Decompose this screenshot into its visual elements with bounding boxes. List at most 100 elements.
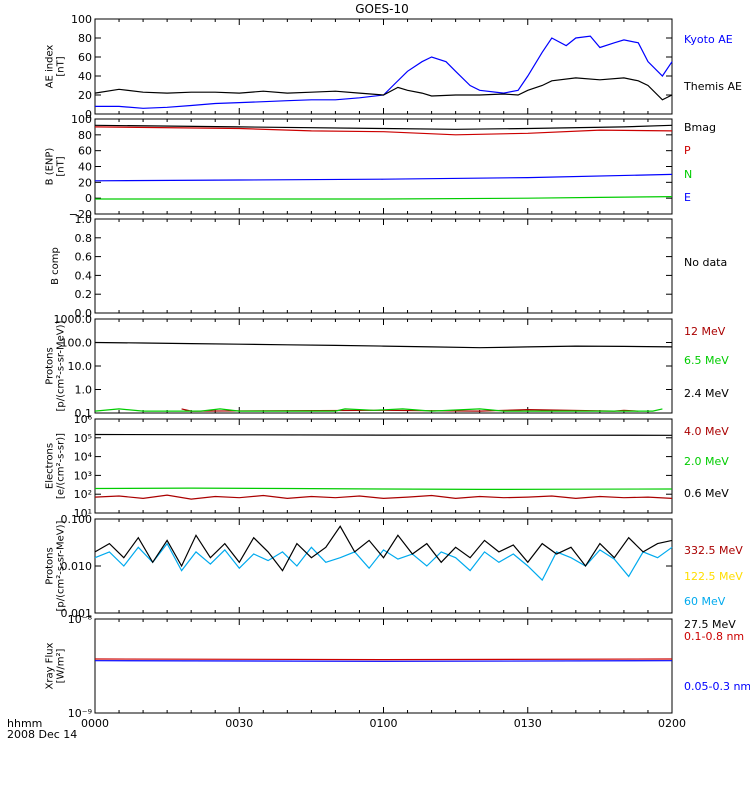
y-axis-label: [p/(cm²-s-sr-MeV)] [56,320,67,411]
panel-frame [94,118,673,215]
y-tick-label: 10⁴ [74,451,93,464]
y-tick-label: 0.100 [61,513,93,526]
y-axis-label: Electrons [45,443,56,489]
legend-entry: 0.1-0.8 nm [684,630,744,643]
y-tick-label: 0.0 [75,307,93,320]
y-axis-label: [e/(cm²-s-sr)] [56,433,67,499]
legend-entry: P [684,144,691,157]
legend-entry: Themis AE [683,80,742,93]
legend-entry: N [684,168,692,181]
x-tick-label: 0030 [225,717,253,730]
y-tick-label: 20 [78,89,92,102]
y-tick-label: 10² [74,488,92,501]
series-line-themis-ae [94,77,673,101]
y-axis-label: [nT] [56,56,67,76]
y-tick-label: 10.0 [68,360,93,373]
y-tick-label: 80 [78,32,92,45]
legend-entry: 2.0 MeV [684,455,729,468]
y-axis-label: [W/m²] [56,648,67,683]
series-line-p [94,126,673,136]
legend-entry: 6.5 MeV [684,354,729,367]
series-line-6-5-mev [94,408,663,412]
y-tick-label: 60 [78,51,92,64]
y-tick-label: 100 [71,13,92,26]
y-tick-label: 0.1 [75,407,93,420]
y-tick-label: 100 [71,113,92,126]
y-tick-label: 10⁻⁸ [68,613,93,626]
legend-entry: E [684,191,691,204]
y-tick-label: 0 [85,192,92,205]
legend-entry: 332.5 MeV [684,544,743,557]
y-tick-label: 1000.0 [54,313,93,326]
y-tick-label: 10⁵ [74,432,92,445]
legend-entry: 12 MeV [684,325,726,338]
x-tick-label: 0200 [658,717,686,730]
panel-protons_low: 0.1 1.0 10.0 100.0 1000.0 Protons [p/(cm²-s-sr… [45,313,730,420]
legend-entry: 4.0 MeV [684,425,729,438]
y-axis-label: AE index [45,45,56,89]
series-line-n [95,196,673,200]
series-line-12-mev [181,408,639,412]
legend-entry: Bmag [684,121,716,134]
y-axis-label: B (ENP) [45,148,56,186]
legend-entry: Kyoto AE [684,33,733,46]
y-axis-label: [p/(cm²-s-sr-MeV)] [56,520,67,611]
legend-entry: 0.6 MeV [684,487,729,500]
y-tick-label: 60 [78,145,92,158]
y-tick-label: 0.2 [75,288,93,301]
legend-entry: 2.4 MeV [684,387,729,400]
x-tick-label: 0000 [81,717,109,730]
y-tick-label: 80 [78,129,92,142]
legend-entry: 27.5 MeV [684,618,736,631]
y-tick-label: 0.001 [61,607,93,620]
no-data-label: No data [684,256,727,269]
legend-entry: 60 MeV [684,595,726,608]
y-tick-label: 0.4 [75,269,93,282]
time-axis-date-label: 2008 Dec 14 [7,728,77,741]
series-line-2-0-mev [94,487,673,491]
series-line-60-mev [94,542,673,582]
y-axis-label: [nT] [56,156,67,176]
y-tick-label: 0.8 [75,232,93,245]
series-line-2-4-mev [94,341,673,349]
series-line-bmag [94,124,673,130]
y-tick-label: −20 [69,208,92,221]
y-axis-label: Protons [45,547,56,584]
y-axis-label: Protons [45,347,56,384]
series-line-0-05-0-3-nm [94,660,673,662]
time-axis: 0000 0030 0100 0130 0200 [81,717,686,730]
panel-frame [94,618,673,714]
y-tick-label: 10⁶ [74,413,93,426]
panel-protons_high: 0.001 0.010 0.100 Protons [p/(cm²-s-sr-MeV)]… [45,513,744,631]
x-tick-label: 0130 [514,717,542,730]
y-tick-label: 10³ [74,469,92,482]
y-tick-label: 0 [85,108,92,121]
y-tick-label: 0.010 [61,560,93,573]
y-tick-label: 40 [78,161,92,174]
panel-electrons: 10¹ 10² 10³ 10⁴ 10⁵ 10⁶ Electrons [e/(cm²-s-sr)… [45,413,730,520]
series-line-e [94,173,673,182]
panel-frame [94,18,673,115]
panel-bfield: −20 0 20 40 60 80 100 B (ENP) [nT] Bmag PNE [45,113,717,221]
y-tick-label: 0.6 [75,251,93,264]
y-axis-label: Xray Flux [45,642,56,689]
panel-frame [94,318,673,414]
series-line-4-0-mev [94,494,673,500]
legend-entry: 122.5 MeV [684,570,743,583]
y-axis-label: B comp [50,247,61,285]
legend-entry: 0.05-0.3 nm [684,680,750,693]
series-line-0-1-0-8-nm [94,658,673,661]
y-tick-label: 1.0 [75,384,93,397]
series-line-27-5-mev [94,525,673,572]
y-tick-label: 1.0 [75,213,93,226]
panel-bcomp: 0.0 0.2 0.4 0.6 0.8 1.0 B comp No data [50,213,727,320]
figure-title: GOES-10 [355,2,409,16]
panel-ae: 0 20 40 60 80 100 AE index [nT] Kyoto AE Themis A… [45,13,742,121]
panel-frame [94,218,673,314]
y-tick-label: 40 [78,70,92,83]
series-line-kyoto-ae [95,35,673,109]
y-tick-label: 100.0 [61,337,93,350]
y-tick-label: 10¹ [74,507,92,520]
